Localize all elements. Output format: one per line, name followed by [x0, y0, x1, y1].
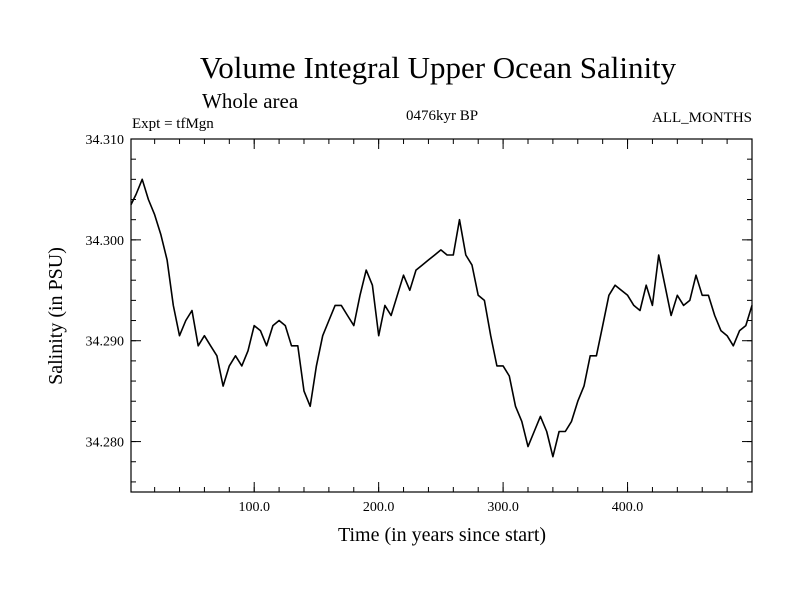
chart-subtitle: Whole area: [202, 89, 299, 113]
months-label: ALL_MONTHS: [652, 110, 752, 126]
salinity-series-line: [130, 178, 753, 458]
y-axis-label: Salinity (in PSU): [45, 247, 67, 385]
axes: 100.0 200.0 300.0 400.0 34.280 34.290 34.300 34…: [86, 133, 753, 515]
x-tick-label: 200.0: [363, 500, 395, 515]
x-tick-label: 400.0: [612, 500, 644, 515]
y-tick-label: 34.290: [86, 335, 125, 350]
plot-frame: [130, 138, 753, 493]
y-tick-label: 34.280: [86, 436, 125, 451]
x-tick-label: 100.0: [238, 500, 270, 515]
x-tick-label: 300.0: [487, 500, 519, 515]
experiment-label: Expt = tfMgn: [132, 116, 214, 132]
y-tick-label: 34.300: [86, 234, 125, 249]
period-label: 0476kyr BP: [406, 108, 478, 124]
y-tick-label: 34.310: [86, 133, 125, 148]
x-axis-label: Time (in years since start): [338, 524, 546, 546]
chart-title: Volume Integral Upper Ocean Salinity: [200, 50, 677, 85]
